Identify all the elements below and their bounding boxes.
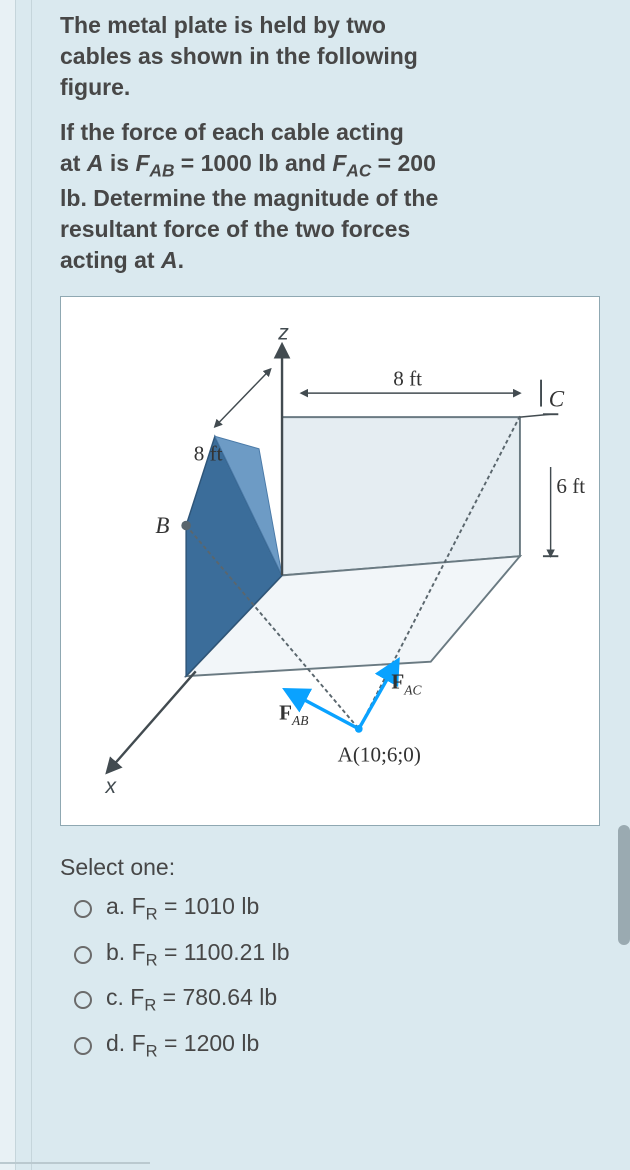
label-z: z [277,322,289,345]
stem-line: lb. Determine the magnitude of the [60,185,438,211]
point-A: A [87,150,104,176]
anchor-b [181,521,191,531]
point-a-dot [355,725,363,733]
stem-line: . [178,247,184,273]
dimension-left [215,369,271,427]
symbol-F: F [135,150,149,176]
answer-choice-d[interactable]: d. FR = 1200 lb [74,1030,600,1062]
radio-button[interactable] [74,1037,92,1055]
choice-label: d. FR = 1200 lb [106,1030,259,1062]
bottom-divider [0,1162,150,1164]
question-container: The metal plate is held by two cables as… [0,0,630,1096]
label-b: B [155,512,169,538]
symbol-sub: AC [346,161,371,181]
label-dim-right: 6 ft [556,474,585,498]
answer-choice-b[interactable]: b. FR = 1100.21 lb [74,939,600,971]
radio-button[interactable] [74,946,92,964]
radio-button[interactable] [74,900,92,918]
stem-line: If the force of each cable acting [60,119,404,145]
symbol-F: F [332,150,346,176]
select-one-prompt: Select one: [60,854,600,881]
answer-choice-a[interactable]: a. FR = 1010 lb [74,893,600,925]
choice-label: b. FR = 1100.21 lb [106,939,290,971]
question-stem-2: If the force of each cable acting at A i… [60,117,600,276]
stem-line: is [103,150,135,176]
figure-diagram: z x 8 ft 8 ft 6 ft B C FAB FAC A(10;6;0) [60,296,600,826]
label-fab: FAB [279,700,308,728]
label-a-coord: A(10;6;0) [338,743,421,767]
label-dim-top: 8 ft [393,367,422,391]
label-x: x [105,775,118,798]
symbol-sub: AB [150,161,175,181]
answer-choices: a. FR = 1010 lb b. FR = 1100.21 lb c. FR =… [60,893,600,1061]
stem-line: The metal plate is held by two [60,12,386,38]
stem-line: = 200 [371,150,436,176]
stem-line: figure. [60,74,130,100]
label-fac: FAC [391,670,422,698]
axis-x [107,672,195,773]
stem-line: cables as shown in the following [60,43,418,69]
plate-back-face [282,417,520,575]
choice-label: c. FR = 780.64 lb [106,984,277,1016]
label-dim-left: 8 ft [194,441,223,465]
figure-svg: z x 8 ft 8 ft 6 ft B C FAB FAC A(10;6;0) [71,307,589,815]
point-A: A [161,247,178,273]
stem-line: resultant force of the two forces [60,216,410,242]
answer-choice-c[interactable]: c. FR = 780.64 lb [74,984,600,1016]
stem-line: at [60,150,87,176]
stem-line: = 1000 lb and [174,150,332,176]
stem-line: acting at [60,247,161,273]
question-stem-1: The metal plate is held by two cables as… [60,10,600,103]
choice-label: a. FR = 1010 lb [106,893,259,925]
radio-button[interactable] [74,991,92,1009]
label-c: C [549,386,565,412]
